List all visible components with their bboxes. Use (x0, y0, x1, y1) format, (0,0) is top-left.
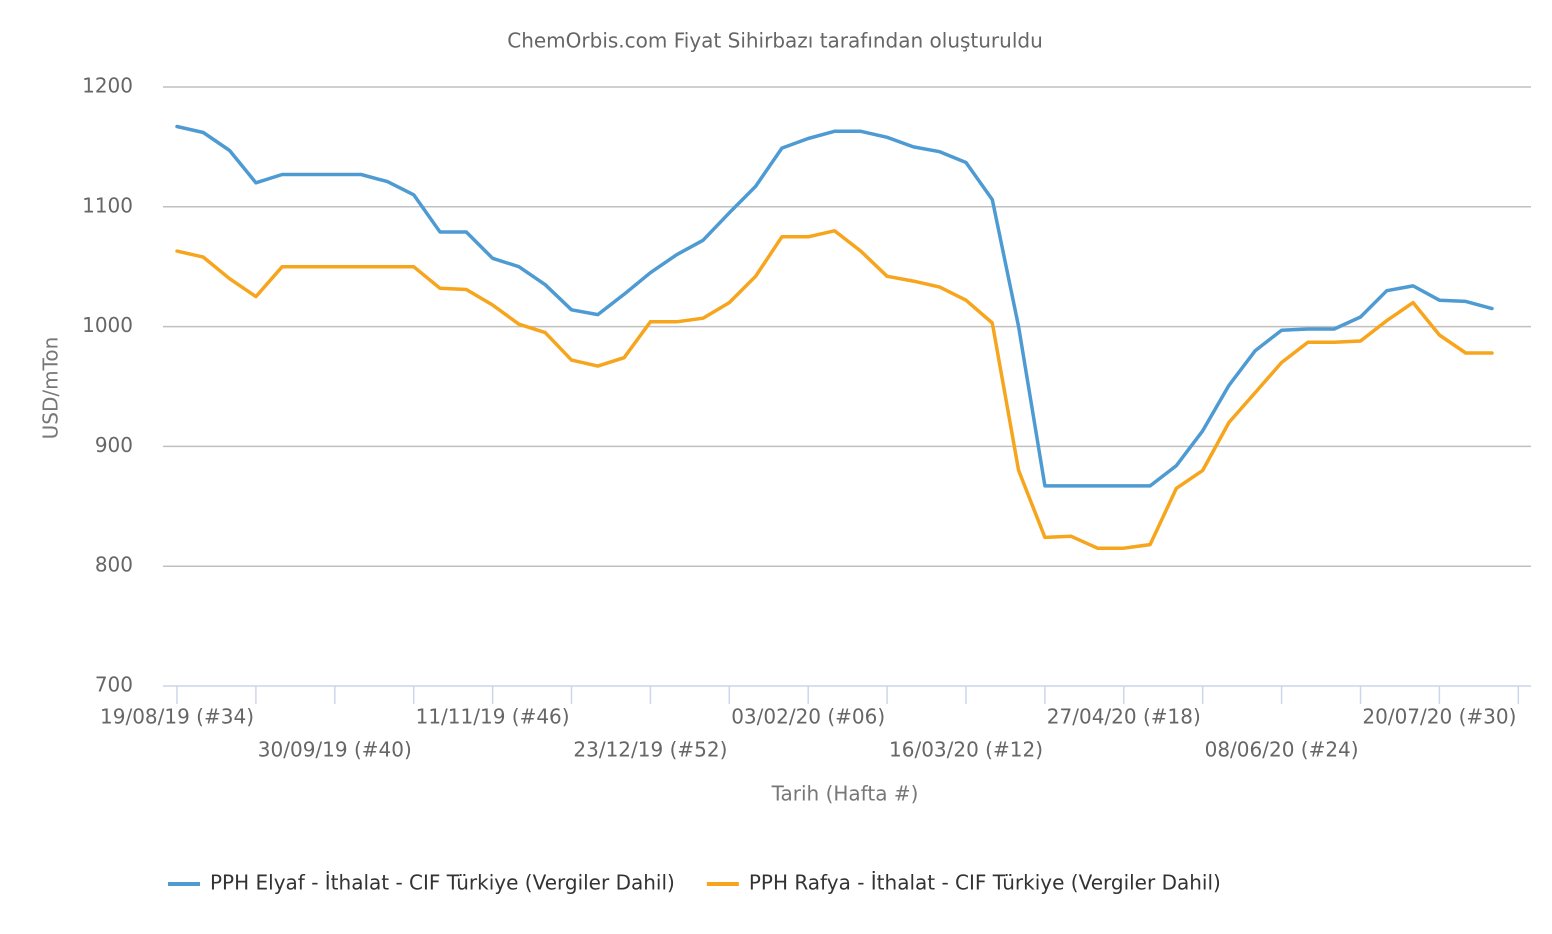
y-tick-label: 800 (95, 553, 133, 577)
x-tick-label: 27/04/20 (#18) (1047, 705, 1201, 729)
line-series (175, 124, 1494, 488)
y-axis-label: USD/mTon (39, 337, 63, 440)
x-tick-label: 20/07/20 (#30) (1362, 705, 1516, 729)
x-tick-label: 08/06/20 (#24) (1205, 738, 1359, 762)
y-tick-label: 1000 (82, 313, 133, 337)
y-tick-label: 900 (95, 433, 133, 457)
x-tick-label: 16/03/20 (#12) (889, 738, 1043, 762)
line-series (175, 229, 1494, 550)
x-tick-label: 23/12/19 (#52) (573, 738, 727, 762)
x-tick-label: 11/11/19 (#46) (416, 705, 570, 729)
legend-label: PPH Rafya - İthalat - CIF Türkiye (Vergi… (749, 871, 1221, 895)
x-axis-label: Tarih (Hafta #) (771, 782, 919, 806)
y-tick-label: 1100 (82, 193, 133, 217)
legend-label: PPH Elyaf - İthalat - CIF Türkiye (Vergi… (210, 871, 675, 895)
x-tick-label: 19/08/19 (#34) (100, 705, 254, 729)
x-tick-label: 30/09/19 (#40) (258, 738, 412, 762)
y-tick-label: 1200 (82, 74, 133, 98)
chart-title: ChemOrbis.com Fiyat Sihirbazı tarafından… (507, 29, 1043, 53)
x-tick-label: 03/02/20 (#06) (731, 705, 885, 729)
y-tick-label: 700 (95, 673, 133, 697)
